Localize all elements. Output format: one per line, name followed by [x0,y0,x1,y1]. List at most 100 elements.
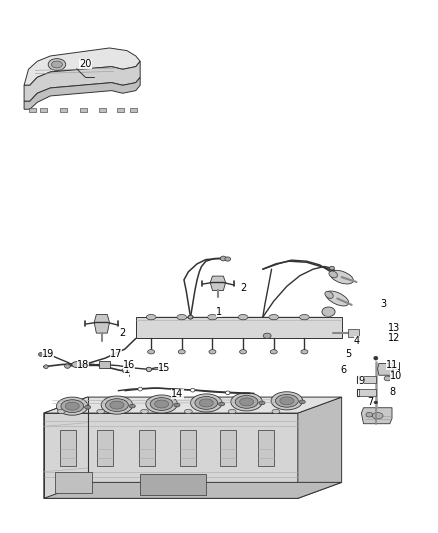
Bar [258,430,274,466]
Ellipse shape [325,292,333,298]
Bar [80,108,87,112]
Ellipse shape [195,397,218,409]
Text: 6: 6 [341,366,347,375]
Ellipse shape [85,405,91,409]
Ellipse shape [259,401,265,405]
Ellipse shape [52,61,63,68]
Bar [99,361,110,368]
Polygon shape [359,376,376,383]
Text: 13: 13 [388,323,400,333]
Ellipse shape [106,399,128,411]
Ellipse shape [122,368,127,373]
Text: 11: 11 [386,360,398,370]
Text: 7: 7 [367,398,373,407]
Ellipse shape [72,361,81,368]
Ellipse shape [138,387,142,391]
Ellipse shape [219,402,225,406]
Ellipse shape [269,314,279,320]
Bar [139,430,155,466]
Ellipse shape [299,400,305,404]
Ellipse shape [141,409,148,414]
Ellipse shape [61,400,84,413]
Bar [130,108,137,112]
Polygon shape [378,364,393,375]
Ellipse shape [330,266,335,270]
Ellipse shape [231,393,262,411]
Ellipse shape [184,409,192,414]
Ellipse shape [148,350,155,354]
Ellipse shape [146,367,152,372]
Bar [140,474,206,495]
Ellipse shape [155,400,169,408]
Ellipse shape [300,314,309,320]
Ellipse shape [240,350,247,354]
Ellipse shape [209,350,216,354]
Polygon shape [44,397,342,413]
Ellipse shape [188,315,193,319]
Ellipse shape [57,409,65,414]
Ellipse shape [199,399,213,407]
Bar [60,108,67,112]
Polygon shape [361,408,392,424]
Ellipse shape [270,350,277,354]
Ellipse shape [97,409,105,414]
Ellipse shape [208,314,217,320]
Polygon shape [210,276,226,290]
Ellipse shape [384,376,391,381]
Polygon shape [44,413,298,498]
Ellipse shape [272,409,280,414]
Polygon shape [94,314,110,333]
Ellipse shape [178,350,185,354]
Text: 9: 9 [358,376,364,386]
Ellipse shape [49,352,52,356]
Text: 5: 5 [345,350,351,359]
Bar [117,108,124,112]
Bar [180,430,196,466]
Ellipse shape [220,256,226,261]
Text: 15: 15 [158,363,170,373]
Ellipse shape [372,413,383,419]
Ellipse shape [276,394,298,407]
Ellipse shape [238,314,248,320]
Text: 12: 12 [388,334,400,343]
Ellipse shape [191,388,195,392]
Ellipse shape [146,314,156,320]
Ellipse shape [326,291,349,306]
Text: 17: 17 [110,350,122,359]
Ellipse shape [146,395,177,413]
Ellipse shape [129,404,135,408]
Ellipse shape [65,364,70,368]
Ellipse shape [65,402,79,410]
Text: 1: 1 [216,307,222,317]
Bar [40,108,47,112]
Bar [220,430,236,466]
Ellipse shape [329,271,337,278]
Text: 8: 8 [389,387,395,397]
Text: 10: 10 [390,371,403,381]
Polygon shape [298,397,342,498]
Ellipse shape [48,59,66,70]
Polygon shape [24,48,140,85]
Text: 16: 16 [123,360,135,370]
Bar [60,430,76,466]
Bar [29,108,36,112]
Ellipse shape [280,397,294,405]
Text: 18: 18 [77,360,89,370]
Ellipse shape [44,365,48,369]
Ellipse shape [226,391,230,394]
Ellipse shape [322,307,335,317]
Ellipse shape [57,397,88,415]
Ellipse shape [150,398,173,410]
Ellipse shape [177,314,187,320]
Bar [55,472,92,493]
Polygon shape [24,61,140,101]
Bar [97,430,113,466]
Ellipse shape [191,394,222,412]
Ellipse shape [101,396,133,414]
Ellipse shape [301,350,308,354]
Polygon shape [44,397,88,498]
Ellipse shape [225,257,231,261]
Ellipse shape [240,398,254,406]
Ellipse shape [228,409,236,414]
Ellipse shape [374,356,378,360]
